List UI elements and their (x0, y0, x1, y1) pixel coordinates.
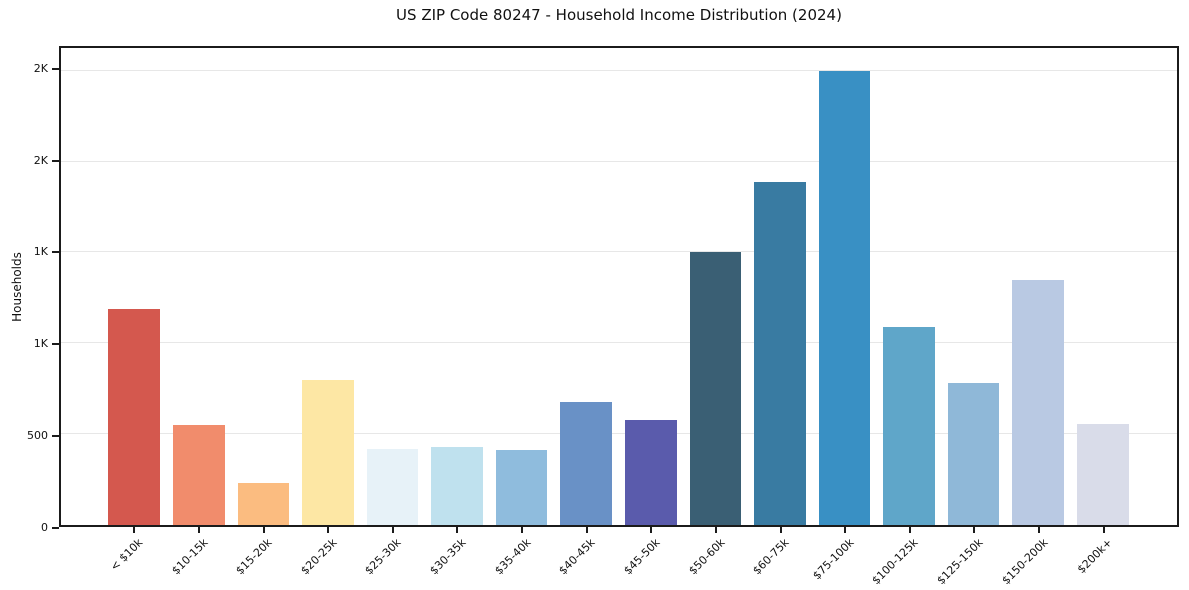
x-tick-mark-0 (133, 527, 136, 533)
bar-slot-6 (489, 48, 554, 525)
x-tick-mark-11 (844, 527, 847, 533)
gridline-2500 (61, 69, 1177, 71)
bar-100-125k (883, 326, 935, 525)
y-tick-mark-3 (52, 251, 59, 254)
x-tick-label-14: $150-200k (999, 536, 1051, 588)
x-tick-mark-8 (650, 527, 653, 533)
x-tick-label-15: $200k+ (1074, 536, 1115, 577)
x-tick-label-13: $125-150k (934, 536, 986, 588)
bar-35-40k (495, 449, 548, 525)
bar-slot-4 (360, 48, 425, 525)
x-tick-mark-6 (521, 527, 524, 533)
bar-slot-14 (1006, 48, 1071, 525)
bar-slot-5 (425, 48, 490, 525)
bar-slot-9 (683, 48, 748, 525)
bar-75-100k (818, 70, 871, 525)
bar-slot-11 (812, 48, 877, 525)
bar-30-35k (431, 446, 483, 525)
y-tick-mark-1 (52, 434, 59, 437)
y-tick-label-4: 2K (33, 153, 48, 167)
bar-slot-15 (1070, 48, 1135, 525)
bar-10k (108, 308, 161, 525)
x-tick-label-4: $25-30k (362, 536, 405, 578)
x-tick-label-2: $15-20k (233, 536, 275, 578)
bar-15-20k (237, 483, 290, 525)
bars-row (102, 48, 1135, 525)
bar-slot-13 (941, 48, 1006, 525)
plot-area (59, 46, 1179, 527)
x-tick-label-8: $45-50k (621, 536, 663, 578)
bar-10-15k (173, 425, 225, 525)
x-tick-label-6: $35-40k (491, 536, 534, 578)
x-tick-mark-13 (973, 527, 976, 533)
bar-slot-3 (296, 48, 361, 525)
gridline-1500 (61, 251, 1177, 253)
x-tick-mark-12 (908, 527, 911, 533)
bar-60-75k (754, 182, 806, 525)
x-tick-mark-4 (391, 527, 394, 533)
bar-200k (1076, 424, 1129, 525)
bar-20-25k (302, 379, 354, 525)
x-tick-label-1: $10-15k (168, 536, 211, 578)
bar-25-30k (366, 448, 419, 525)
x-tick-mark-3 (327, 527, 330, 533)
y-tick-mark-0 (52, 526, 59, 529)
x-tick-label-7: $40-45k (556, 536, 598, 578)
x-tick-label-3: $20-25k (298, 536, 340, 578)
bar-slot-10 (748, 48, 813, 525)
x-tick-label-0: < $10k (107, 536, 146, 574)
x-tick-mark-10 (779, 527, 782, 533)
bar-50-60k (689, 252, 742, 525)
x-tick-label-12: $100-125k (869, 536, 922, 588)
y-tick-label-2: 1K (33, 337, 48, 351)
x-tick-mark-15 (1102, 527, 1105, 533)
y-tick-label-3: 1K (33, 245, 48, 259)
x-tick-mark-9 (714, 527, 717, 533)
gridline-1000 (61, 342, 1177, 344)
x-tick-label-9: $50-60k (685, 536, 728, 578)
x-tick-mark-14 (1038, 527, 1041, 533)
chart-title: US ZIP Code 80247 - Household Income Dis… (396, 6, 842, 24)
y-tick-mark-2 (52, 343, 59, 346)
y-tick-mark-5 (52, 67, 59, 70)
x-tick-label-5: $30-35k (427, 536, 469, 578)
x-tick-mark-2 (262, 527, 265, 533)
bar-45-50k (624, 419, 677, 525)
x-tick-label-11: $75-100k (810, 536, 857, 583)
bar-150-200k (1012, 279, 1064, 525)
bar-slot-8 (619, 48, 684, 525)
gridline-500 (61, 433, 1177, 435)
bar-slot-12 (877, 48, 942, 525)
x-tick-mark-7 (585, 527, 588, 533)
bar-slot-0 (102, 48, 167, 525)
bar-slot-2 (231, 48, 296, 525)
y-tick-label-0: 0 (41, 520, 48, 534)
y-tick-mark-4 (52, 159, 59, 162)
y-tick-label-1: 500 (27, 428, 48, 442)
bar-slot-7 (554, 48, 619, 525)
x-tick-mark-1 (197, 527, 200, 533)
bar-40-45k (560, 402, 613, 525)
bar-slot-1 (167, 48, 232, 525)
gridline-2000 (61, 160, 1177, 162)
x-tick-mark-5 (456, 527, 459, 533)
y-tick-label-5: 2K (33, 61, 48, 75)
bar-125-150k (947, 383, 1000, 525)
x-tick-label-10: $60-75k (750, 536, 792, 578)
